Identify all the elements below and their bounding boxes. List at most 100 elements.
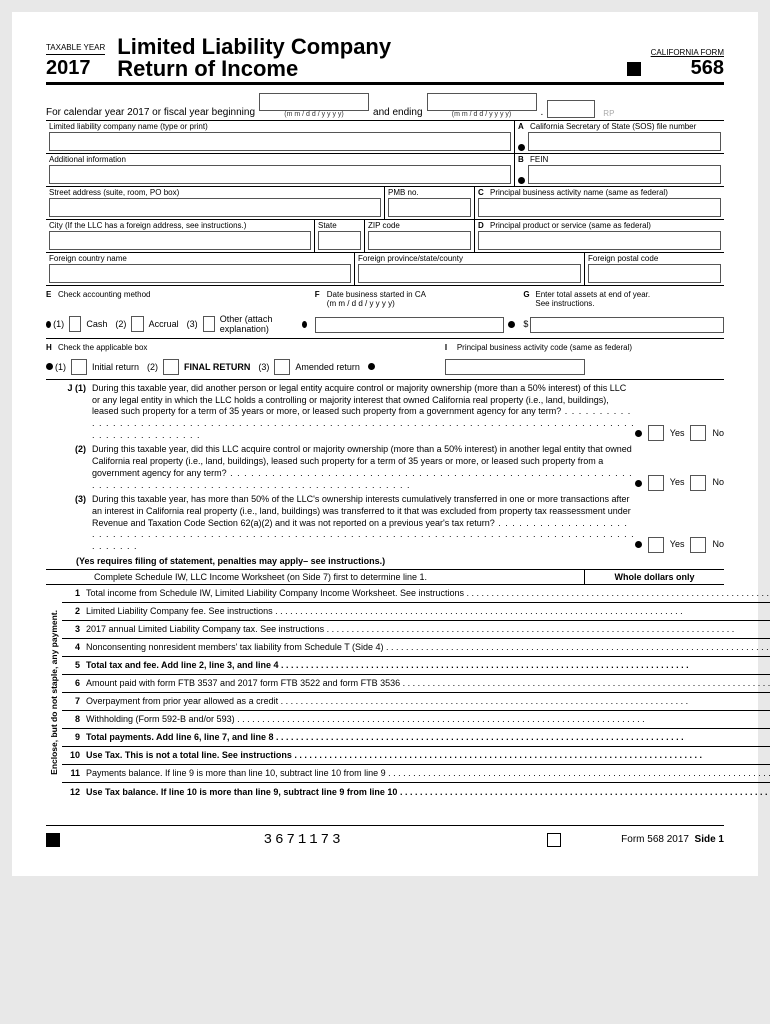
applicable-box-label: Check the applicable box <box>58 343 147 352</box>
product-input[interactable] <box>478 231 721 250</box>
j-item-number: (2) <box>62 444 86 491</box>
yes-checkbox[interactable] <box>648 425 664 441</box>
activity-code-label: Principal business activity code (same a… <box>457 343 632 352</box>
city-input[interactable] <box>49 231 311 250</box>
sos-label: California Secretary of State (SOS) file… <box>530 122 696 131</box>
dot-icon <box>518 177 525 184</box>
yes-checkbox[interactable] <box>648 475 664 491</box>
city-label: City (If the LLC has a foreign address, … <box>49 221 311 230</box>
footer-marker-left <box>46 833 60 847</box>
j-item-text: During this taxable year, did this LLC a… <box>92 444 724 491</box>
fy-end-input[interactable] <box>427 93 537 111</box>
h-opt3-num: (3) <box>258 362 269 372</box>
amended-return-checkbox[interactable] <box>274 359 290 375</box>
foreign-postal-input[interactable] <box>588 264 721 283</box>
line-description: Total income from Schedule IW, Limited L… <box>86 588 770 598</box>
line-number: 5 <box>62 660 86 670</box>
e-opt2-num: (2) <box>115 319 126 329</box>
form-number: 568 <box>651 57 724 80</box>
schedule-line: 8Withholding (Form 592-B and/or 593)800 <box>62 711 770 729</box>
fy-begin-hint: (m m / d d / y y y y) <box>284 111 344 118</box>
line-number: 3 <box>62 624 86 634</box>
dot-icon <box>46 363 53 370</box>
schedule-line: 32017 annual Limited Liability Company t… <box>62 621 770 639</box>
line-description: Nonconsenting nonresident members' tax l… <box>86 642 770 652</box>
foreign-prov-input[interactable] <box>358 264 581 283</box>
section-j: J (1)During this taxable year, did anoth… <box>46 380 724 553</box>
fy-begin-input[interactable] <box>259 93 369 111</box>
fiscal-year-row: For calendar year 2017 or fiscal year be… <box>46 88 724 121</box>
accrual-checkbox[interactable] <box>131 316 143 332</box>
form-page: TAXABLE YEAR 2017 Limited Liability Comp… <box>12 12 758 876</box>
state-label: State <box>318 221 361 230</box>
taxable-year-label: TAXABLE YEAR <box>46 43 105 55</box>
e-opt3: Other (attach explanation) <box>220 314 296 334</box>
no-checkbox[interactable] <box>690 537 706 553</box>
date-started-label: Date business started in CA <box>327 290 426 299</box>
initial-return-checkbox[interactable] <box>71 359 87 375</box>
fy-period: . <box>541 107 544 118</box>
street-input[interactable] <box>49 198 381 217</box>
line-number: 4 <box>62 642 86 652</box>
line-number: 8 <box>62 714 86 724</box>
schedule-line: 9Total payments. Add line 6, line 7, and… <box>62 729 770 747</box>
final-return-checkbox[interactable] <box>163 359 179 375</box>
date-started-input[interactable] <box>315 317 505 333</box>
dot-icon <box>46 321 51 328</box>
fy-extra-input[interactable] <box>547 100 595 118</box>
schedule-block: Complete Schedule IW, LLC Income Workshe… <box>46 569 724 801</box>
date-started-hint: (m m / d d / y y y y) <box>315 299 516 308</box>
total-assets-input[interactable] <box>530 317 724 333</box>
form-title-1: Limited Liability Company <box>117 36 616 58</box>
llc-name-label: Limited liability company name (type or … <box>49 122 511 131</box>
total-assets-see: See instructions. <box>523 299 724 308</box>
footer-box <box>547 833 561 847</box>
state-input[interactable] <box>318 231 361 250</box>
h-opt2-num: (2) <box>147 362 158 372</box>
line-description: Limited Liability Company fee. See instr… <box>86 606 770 616</box>
zip-input[interactable] <box>368 231 471 250</box>
j-note: (Yes requires filing of statement, penal… <box>76 556 385 566</box>
line-number: 6 <box>62 678 86 688</box>
line-description: Payments balance. If line 9 is more than… <box>86 768 770 778</box>
line-number: 10 <box>62 750 86 760</box>
line-description: Use Tax balance. If line 10 is more than… <box>86 787 770 797</box>
line-number: 1 <box>62 588 86 598</box>
dot-icon <box>518 144 525 151</box>
page-footer: 3671173 Form 568 2017 Side 1 <box>46 825 724 848</box>
biz-activity-input[interactable] <box>478 198 721 217</box>
foreign-country-label: Foreign country name <box>49 254 351 263</box>
llc-name-input[interactable] <box>49 132 511 151</box>
line-description: Total tax and fee. Add line 2, line 3, a… <box>86 660 770 670</box>
dot-icon <box>302 321 307 328</box>
letter-d: D <box>478 221 490 230</box>
line-number: 9 <box>62 732 86 742</box>
line-number: 2 <box>62 606 86 616</box>
e-opt3-num: (3) <box>187 319 198 329</box>
footer-barcode: 3671173 <box>60 832 547 848</box>
foreign-prov-label: Foreign province/state/county <box>358 254 581 263</box>
line-description: Withholding (Form 592-B and/or 593) <box>86 714 770 724</box>
schedule-intro: Complete Schedule IW, LLC Income Workshe… <box>46 570 584 584</box>
addl-info-label: Additional information <box>49 155 511 164</box>
h-opt1-num: (1) <box>55 362 66 372</box>
dot-icon <box>635 480 642 487</box>
schedule-line: 7Overpayment from prior year allowed as … <box>62 693 770 711</box>
cash-checkbox[interactable] <box>69 316 81 332</box>
letter-g: G <box>523 290 535 299</box>
j-item-number: (3) <box>62 494 86 552</box>
activity-code-input[interactable] <box>445 359 585 375</box>
h-opt1: Initial return <box>92 362 139 372</box>
other-checkbox[interactable] <box>203 316 215 332</box>
yes-checkbox[interactable] <box>648 537 664 553</box>
no-checkbox[interactable] <box>690 475 706 491</box>
letter-c: C <box>478 188 490 197</box>
sos-input[interactable] <box>528 132 721 151</box>
pmb-input[interactable] <box>388 198 471 217</box>
addl-info-input[interactable] <box>49 165 511 184</box>
fein-input[interactable] <box>528 165 721 184</box>
foreign-country-input[interactable] <box>49 264 351 283</box>
no-checkbox[interactable] <box>690 425 706 441</box>
foreign-postal-label: Foreign postal code <box>588 254 721 263</box>
schedule-line: 11Payments balance. If line 9 is more th… <box>62 765 770 783</box>
